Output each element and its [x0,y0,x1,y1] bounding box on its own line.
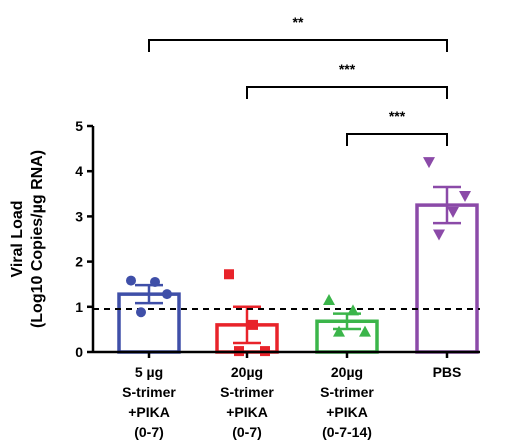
y-tick-label: 2 [75,254,83,270]
data-point [433,229,445,241]
y-axis-label-line2: (Log10 Copies/µg RNA) [29,150,46,328]
x-axis: 5 µg S-trimer +PIKA (0-7) 20µg S-trimer +PIKA (… [93,350,480,440]
data-point [423,157,435,169]
data-point [224,269,234,280]
y-tick-label: 3 [75,208,83,224]
y-axis-label-line1: Viral Load [9,200,26,277]
points-layer [126,157,471,357]
significance-brackets: ******** [148,14,448,146]
x-tick-label: PBS [433,364,462,380]
significance-bracket [246,86,448,99]
y-tick-label: 0 [75,344,83,360]
data-point [459,191,471,203]
data-point [323,294,335,306]
x-tick-label: (0-7) [232,424,262,440]
data-point [248,319,258,330]
data-point [359,325,371,337]
data-point [136,307,146,318]
significance-bracket [148,39,448,52]
data-point [162,289,172,300]
data-point [347,304,359,316]
x-tick-label: (0-7) [134,424,164,440]
data-point [126,275,136,286]
y-tick-label: 1 [75,299,83,315]
data-point [447,206,459,218]
x-tick-label: S-trimer [320,384,374,400]
significance-label: ** [293,14,304,30]
significance-label: *** [339,61,356,77]
bars-layer [117,185,479,354]
bar [415,203,479,354]
y-axis: 0 1 2 3 4 5 [75,118,95,360]
y-tick-label: 4 [75,163,83,179]
x-tick-label: 20µg [231,364,263,380]
x-tick-label: 5 µg [135,364,163,380]
x-tick-label: +PIKA [226,404,268,420]
significance-label: *** [389,108,406,124]
data-point [150,276,160,287]
x-tick-label: +PIKA [326,404,368,420]
significance-bracket [346,133,448,146]
x-tick-label: S-trimer [220,384,274,400]
data-point [333,325,345,337]
x-tick-label: (0-7-14) [322,424,372,440]
x-tick-label: +PIKA [128,404,170,420]
x-tick-label: S-trimer [122,384,176,400]
x-tick-label: 20µg [331,364,363,380]
y-tick-label: 5 [75,118,83,134]
